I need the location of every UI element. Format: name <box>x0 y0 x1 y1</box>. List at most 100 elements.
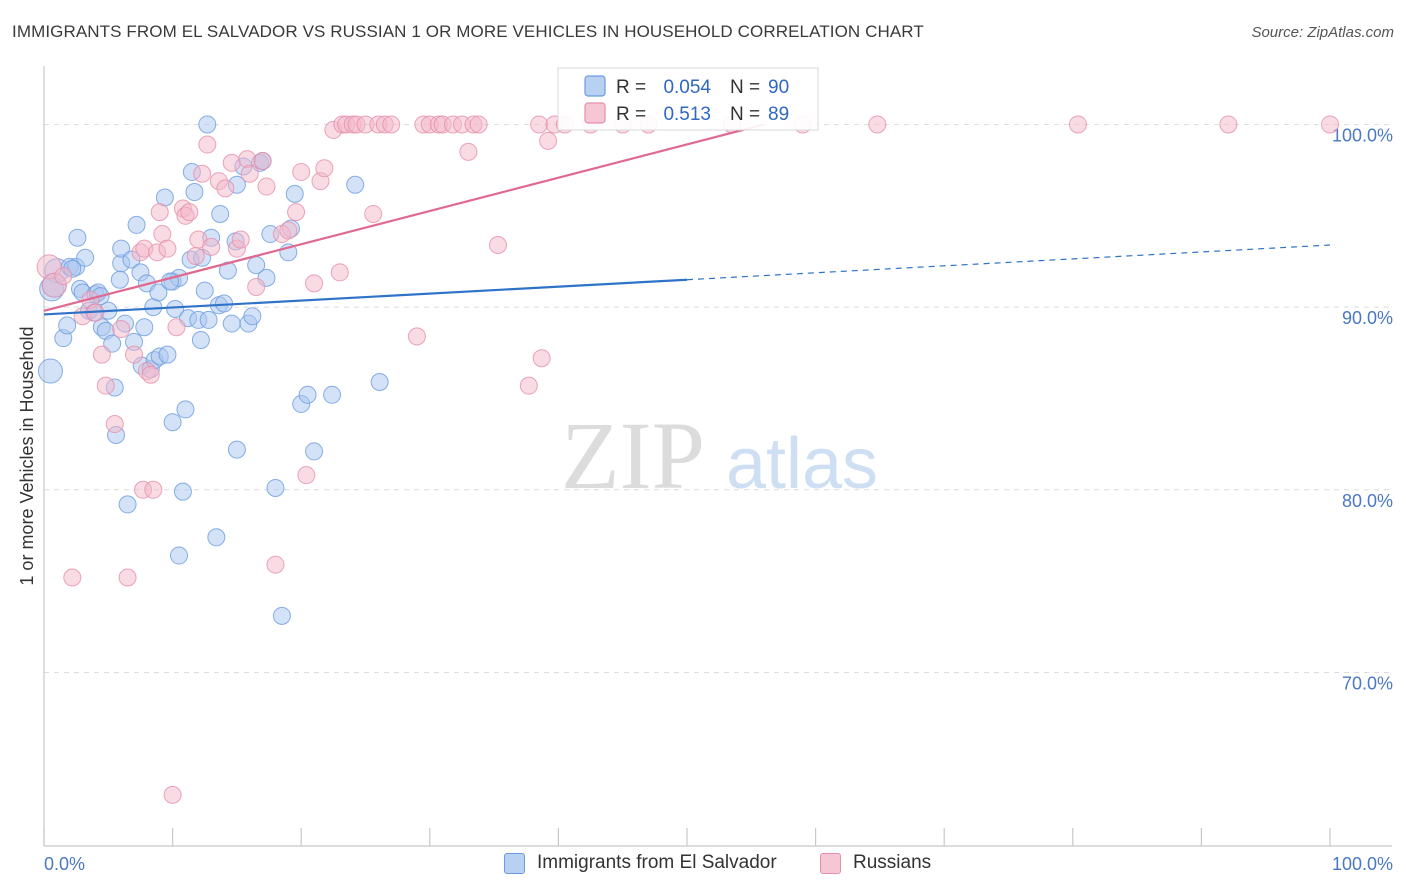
point-russians-34 <box>216 179 235 198</box>
stats-r-value-russians: 0.513 <box>663 104 711 125</box>
point-russians-49 <box>305 274 324 293</box>
stats-swatch-russians <box>584 102 606 124</box>
x-tick-label-max: 100.0% <box>1332 854 1393 874</box>
point-el-salvador-72 <box>272 606 291 625</box>
point-russians-47 <box>292 162 311 181</box>
point-russians-22 <box>158 239 177 258</box>
point-el-salvador-45 <box>176 400 195 419</box>
series-legend: Immigrants from El Salvador Russians <box>0 852 1406 878</box>
trend-line-el-salvador <box>43 278 688 316</box>
trend-line-el-salvador-projection <box>686 244 1331 281</box>
point-russians-11 <box>118 568 137 587</box>
point-russians-37 <box>231 230 250 249</box>
point-el-salvador-24 <box>118 495 137 514</box>
point-russians-23 <box>163 785 182 804</box>
point-el-salvador-30 <box>135 318 154 337</box>
point-russians-43 <box>266 555 285 574</box>
trend-line-russians <box>43 123 765 312</box>
stats-r-label-russians: R = <box>616 104 646 125</box>
point-el-salvador-27 <box>127 215 146 234</box>
point-russians-7 <box>92 345 111 364</box>
y-tick-label-70: 70.0% <box>1342 673 1393 693</box>
point-el-salvador-18 <box>103 334 122 353</box>
point-russians-46 <box>287 203 306 222</box>
point-russians-51 <box>315 159 334 178</box>
point-el-salvador-54 <box>198 115 217 134</box>
point-russians-10 <box>112 320 131 339</box>
point-el-salvador-35 <box>149 283 168 302</box>
point-russians-3 <box>63 568 82 587</box>
point-el-salvador-80 <box>346 175 365 194</box>
point-russians-35 <box>222 153 241 172</box>
point-el-salvador-87 <box>195 281 214 300</box>
point-el-salvador-62 <box>227 440 246 459</box>
point-el-salvador-61 <box>222 314 241 333</box>
point-el-salvador-85 <box>110 270 129 289</box>
point-russians-45 <box>279 221 298 240</box>
stats-r-label-el-salvador: R = <box>616 77 646 98</box>
point-russians-24 <box>167 318 186 337</box>
point-el-salvador-38 <box>158 345 177 364</box>
point-el-salvador-75 <box>285 184 304 203</box>
point-russians-62 <box>382 115 401 134</box>
point-russians-20 <box>150 203 169 222</box>
point-russians-74 <box>519 376 538 395</box>
point-el-salvador-53 <box>199 310 218 329</box>
legend-item-russians[interactable]: Russians <box>820 852 931 874</box>
chart-title: IMMIGRANTS FROM EL SALVADOR VS RUSSIAN 1… <box>12 22 924 41</box>
stats-legend: R = 0.054 N = 90 R = 0.513 N = 89 <box>557 67 819 131</box>
point-russians-53 <box>330 263 349 282</box>
point-russians-32 <box>202 237 221 256</box>
grid-layer <box>44 123 1392 673</box>
point-russians-2 <box>54 267 73 286</box>
point-russians-30 <box>193 164 212 183</box>
point-russians-72 <box>469 115 488 134</box>
point-el-salvador-78 <box>305 442 324 461</box>
point-russians-38 <box>238 150 257 169</box>
point-el-salvador-0 <box>37 358 63 384</box>
point-russians-40 <box>247 278 266 297</box>
legend-swatch-russians <box>820 852 841 874</box>
y-axis-label: 1 or more Vehicles in Household <box>17 326 37 585</box>
point-el-salvador-79 <box>323 385 342 404</box>
axis-layer: 70.0% 80.0% 90.0% 100.0% 0.0% 100.0% <box>43 66 1393 874</box>
chart-source: Source: ZipAtlas.com <box>1251 24 1394 41</box>
watermark-zip: ZIP <box>561 402 705 509</box>
legend-swatch-el-salvador <box>504 852 525 874</box>
legend-label-el-salvador: Immigrants from El Salvador <box>537 852 777 873</box>
point-russians-70 <box>459 142 478 161</box>
point-el-salvador-56 <box>207 528 226 547</box>
points-layer <box>36 115 1339 804</box>
y-tick-label-90: 90.0% <box>1342 308 1393 328</box>
stats-n-value-el-salvador: 90 <box>768 77 789 98</box>
point-el-salvador-41 <box>166 299 185 318</box>
point-russians-8 <box>96 376 115 395</box>
point-russians-27 <box>180 203 199 222</box>
point-russians-9 <box>105 415 124 434</box>
watermark: ZIP atlas <box>561 402 878 509</box>
point-el-salvador-81 <box>370 373 389 392</box>
point-russians-86 <box>1068 115 1087 134</box>
point-russians-73 <box>488 236 507 255</box>
stats-n-value-russians: 89 <box>768 104 789 125</box>
y-tick-label-100: 100.0% <box>1332 125 1393 145</box>
point-el-salvador-58 <box>211 204 230 223</box>
stats-swatch-el-salvador <box>584 75 606 97</box>
point-russians-59 <box>364 204 383 223</box>
point-russians-17 <box>141 365 160 384</box>
x-tick-label-min: 0.0% <box>44 854 85 874</box>
point-russians-18 <box>144 480 163 499</box>
legend-item-el-salvador[interactable]: Immigrants from El Salvador <box>504 852 777 874</box>
stats-n-label-el-salvador: N = <box>730 77 760 98</box>
point-russians-42 <box>257 177 276 196</box>
point-russians-63 <box>407 327 426 346</box>
point-el-salvador-4 <box>58 316 77 335</box>
point-russians-85 <box>868 115 887 134</box>
point-russians-48 <box>297 466 316 485</box>
point-russians-28 <box>186 246 205 265</box>
point-el-salvador-40 <box>163 413 182 432</box>
point-el-salvador-44 <box>173 482 192 501</box>
legend-label-russians: Russians <box>853 852 932 873</box>
y-tick-label-80: 80.0% <box>1342 491 1393 511</box>
